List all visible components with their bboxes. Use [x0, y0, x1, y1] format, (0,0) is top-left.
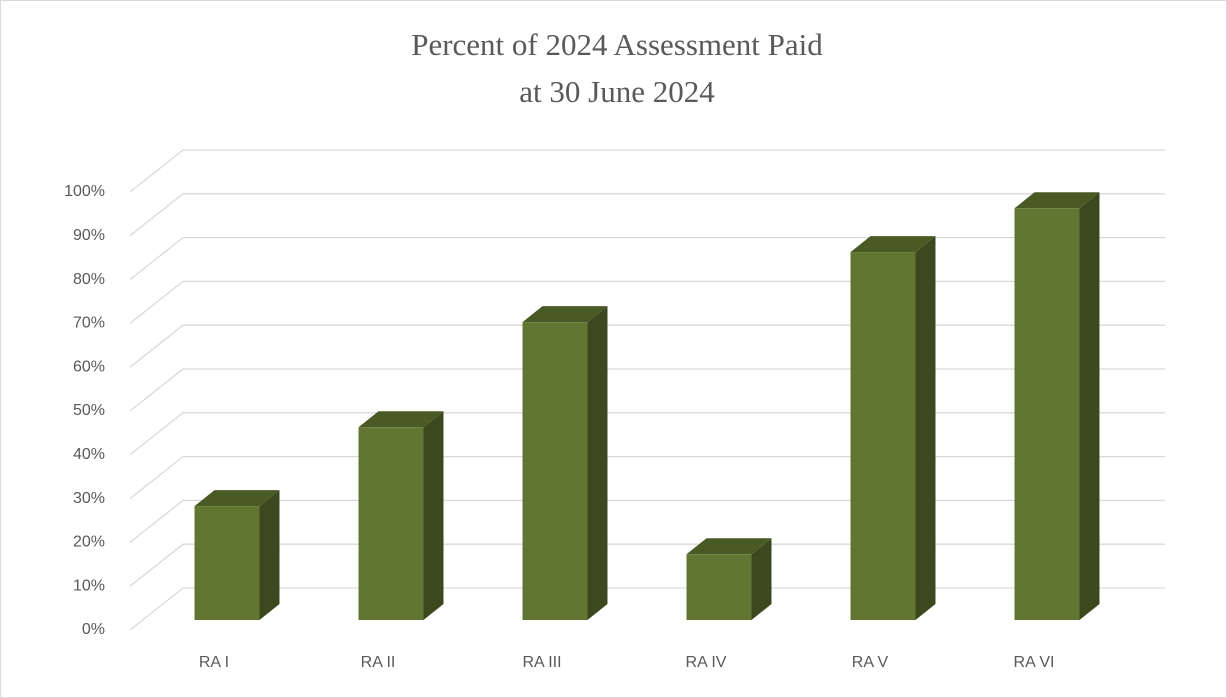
grid-line — [129, 412, 1165, 456]
y-tick-label: 30% — [73, 490, 105, 507]
bar-side — [1079, 192, 1100, 620]
bar — [522, 322, 588, 620]
x-tick-label: RA V — [852, 654, 889, 671]
grid-line — [129, 149, 1165, 193]
grid-line — [129, 455, 1165, 500]
y-tick-label: 60% — [73, 358, 105, 375]
bar-top — [194, 490, 280, 507]
y-tick-label: 80% — [73, 271, 105, 288]
y-tick-label: 0% — [82, 621, 105, 638]
y-tick-label: 50% — [73, 402, 105, 419]
bar-top — [850, 236, 936, 253]
grid-line — [129, 324, 1165, 368]
y-tick-label: 90% — [73, 227, 105, 244]
grid-line — [129, 280, 1165, 324]
y-tick-label: 40% — [73, 446, 105, 463]
bar — [850, 252, 916, 620]
x-tick-label: RA VI — [1014, 654, 1055, 671]
grid-line — [129, 499, 1165, 543]
bar-top — [1014, 192, 1100, 209]
y-tick-label: 20% — [73, 534, 105, 551]
y-tick-label: 70% — [73, 315, 105, 332]
bar — [1014, 208, 1080, 620]
grid-line — [129, 543, 1165, 587]
bar-top — [522, 306, 608, 323]
grid-line — [129, 236, 1165, 281]
x-tick-label: RA IV — [686, 654, 727, 671]
bar-side — [915, 236, 936, 620]
bar-side — [587, 306, 608, 620]
grid-line — [129, 587, 1165, 631]
chart-title: at 30 June 2024 — [519, 74, 715, 109]
chart-title: Percent of 2024 Assessment Paid — [411, 27, 823, 62]
y-tick-label: 100% — [64, 183, 105, 200]
y-tick-label: 10% — [73, 577, 105, 594]
grid-line — [129, 193, 1165, 237]
bar-side — [259, 490, 280, 620]
bar-top — [358, 411, 444, 428]
x-tick-label: RA I — [199, 654, 229, 671]
bar — [686, 554, 752, 620]
bar-side — [423, 411, 444, 620]
bar-side — [751, 538, 772, 620]
grid-line — [129, 368, 1165, 412]
x-tick-label: RA II — [361, 654, 396, 671]
bar-top — [686, 538, 772, 555]
bar — [358, 427, 424, 620]
x-tick-label: RA III — [522, 654, 561, 671]
bar — [194, 506, 260, 620]
